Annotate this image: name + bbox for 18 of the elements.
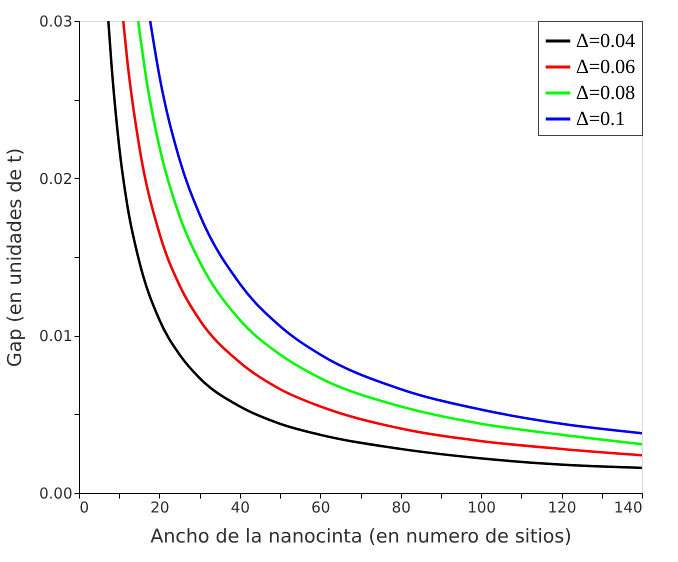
y-tick-label: 0.03 — [39, 12, 72, 30]
x-tick-label: 140 — [614, 498, 642, 516]
legend-label: Δ=0.1 — [576, 108, 626, 130]
x-tick-label: 0 — [80, 498, 90, 516]
y-tick-label: 0.00 — [39, 484, 72, 502]
x-tick-label: 20 — [150, 498, 170, 516]
x-tick-label: 40 — [230, 498, 250, 516]
x-tick-label: 100 — [467, 498, 496, 516]
y-tick-label: 0.02 — [39, 170, 72, 188]
x-axis-title: Ancho de la nanocinta (en numero de sitios) — [150, 526, 572, 548]
legend-label: Δ=0.06 — [576, 56, 636, 78]
x-tick-label: 80 — [392, 498, 411, 516]
x-tick-label: 120 — [548, 498, 576, 516]
x-tick-label: 60 — [311, 498, 330, 516]
legend-label: Δ=0.04 — [576, 30, 636, 52]
y-tick-label: 0.01 — [39, 327, 72, 346]
y-axis-title: Gap (en unidades de t) — [4, 148, 26, 368]
legend-label: Δ=0.08 — [576, 82, 636, 104]
